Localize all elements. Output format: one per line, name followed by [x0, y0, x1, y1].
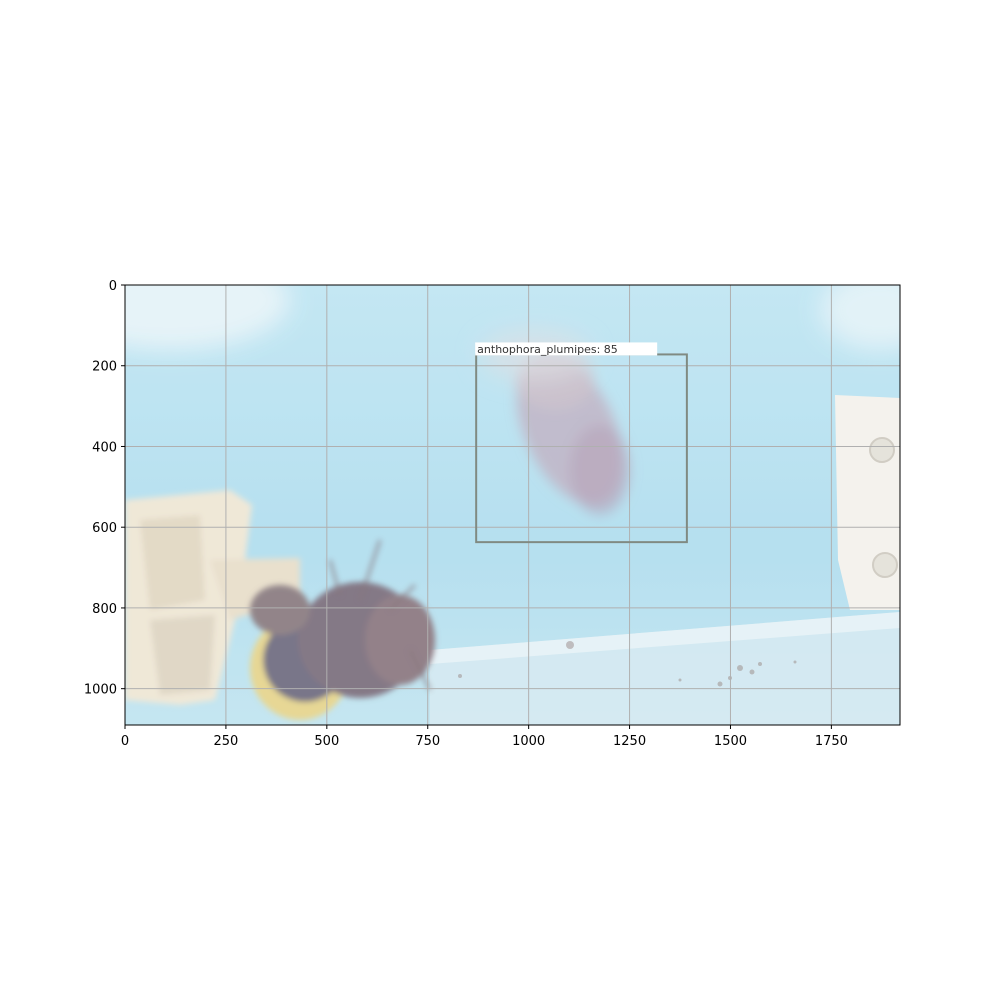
y-tick-label: 400 [92, 440, 117, 455]
y-axis-ticks: 0 200 400 600 800 1000 [84, 279, 125, 698]
detection-label-bg [475, 342, 658, 356]
axes-frame [124, 284, 901, 726]
detection-layer: anthophora_plumipes: 85 [475, 342, 688, 544]
x-tick-label: 750 [415, 734, 440, 749]
grid-lines [125, 285, 900, 725]
x-tick-label: 1250 [613, 734, 646, 749]
x-tick-label: 1750 [815, 734, 848, 749]
x-tick-label: 0 [121, 734, 129, 749]
y-tick-label: 200 [92, 360, 117, 375]
x-tick-label: 500 [314, 734, 339, 749]
y-tick-label: 600 [92, 521, 117, 536]
photo-image [125, 285, 900, 725]
y-tick-label: 800 [92, 602, 117, 617]
y-tick-label: 1000 [84, 683, 117, 698]
x-tick-label: 1000 [512, 734, 545, 749]
x-tick-label: 250 [213, 734, 238, 749]
x-tick-label: 1500 [714, 734, 747, 749]
y-tick-label: 0 [109, 279, 117, 294]
x-axis-ticks: 0 250 500 750 1000 1250 1500 1750 [121, 725, 848, 749]
detection-label: anthophora_plumipes: 85 [477, 343, 618, 356]
